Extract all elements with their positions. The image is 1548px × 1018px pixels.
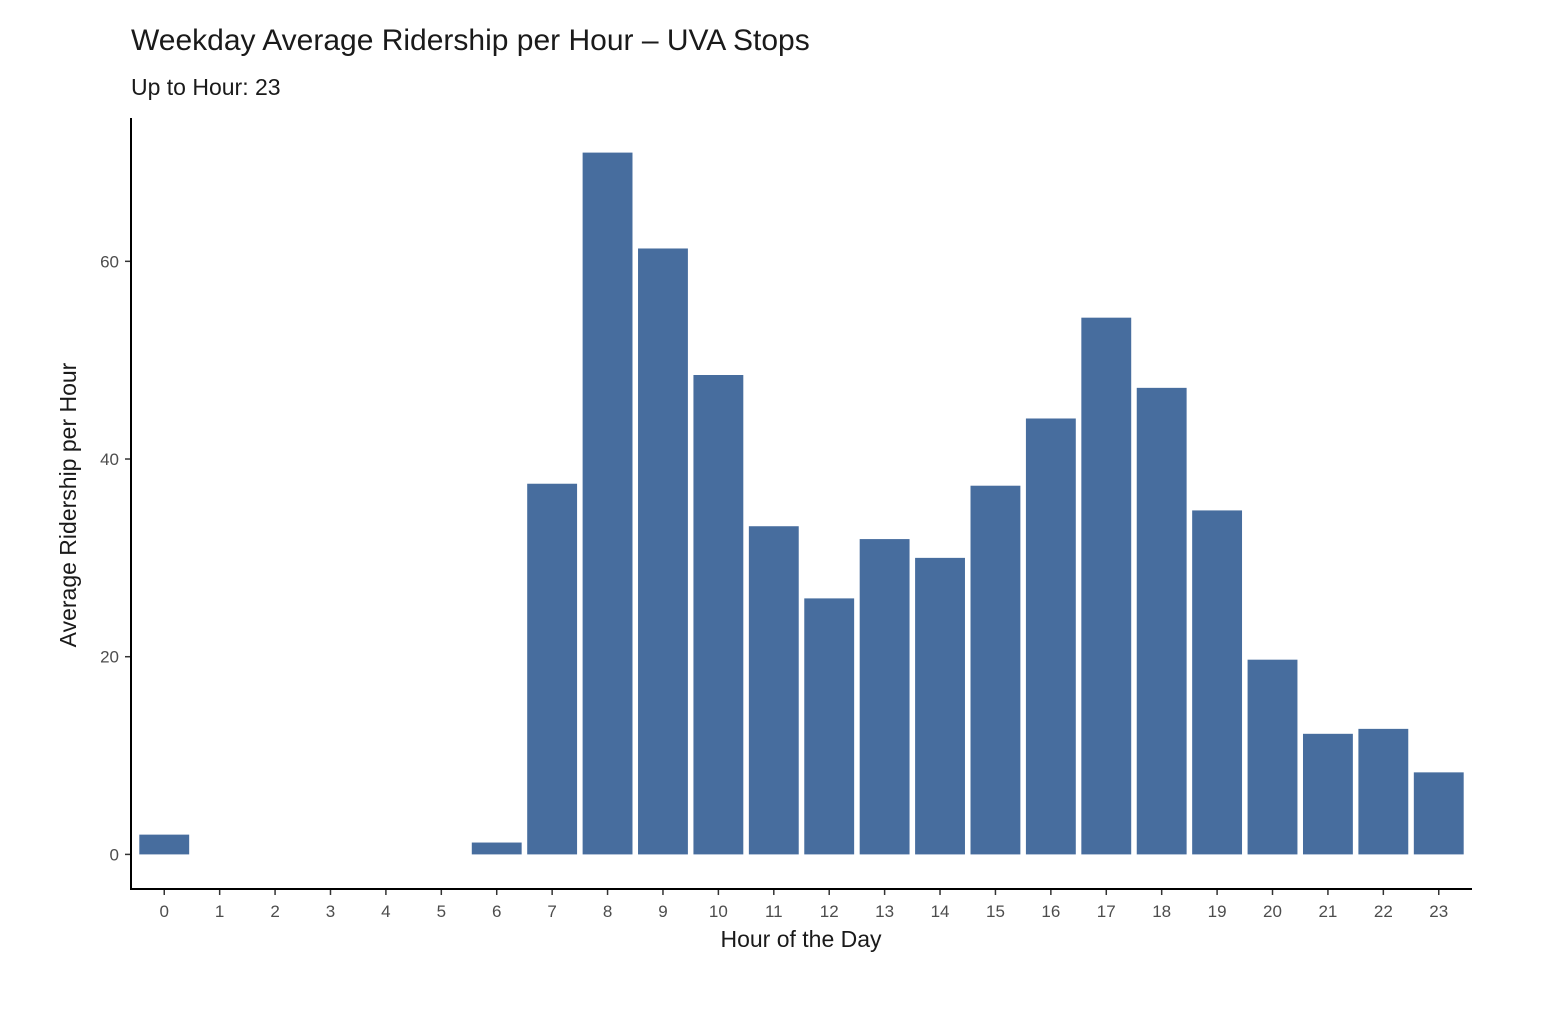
x-tick-label: 6 — [492, 902, 501, 921]
x-tick-label: 19 — [1208, 902, 1227, 921]
x-axis-ticks: 0 1 2 3 4 5 6 7 8 9 10 11 12 13 14 15 16 17 18 19 20 21 22 23 — [160, 889, 1448, 921]
bar-hour-11 — [748, 526, 799, 855]
x-tick-label: 15 — [986, 902, 1005, 921]
bar-hour-14 — [915, 557, 965, 855]
x-tick-label: 17 — [1097, 902, 1116, 921]
x-tick-label: 13 — [875, 902, 894, 921]
y-axis-title: Average Ridership per Hour — [55, 362, 81, 647]
x-tick-label: 0 — [160, 902, 169, 921]
bar-hour-17 — [1081, 317, 1132, 855]
x-tick-label: 14 — [931, 902, 950, 921]
x-tick-label: 9 — [658, 902, 667, 921]
x-tick-label: 8 — [603, 902, 612, 921]
y-tick-label: 40 — [100, 450, 119, 469]
x-tick-label: 10 — [709, 902, 728, 921]
bar-hour-23 — [1413, 772, 1464, 855]
x-tick-label: 5 — [437, 902, 446, 921]
x-tick-label: 1 — [215, 902, 224, 921]
y-tick-label: 0 — [110, 845, 119, 864]
bars-layer — [139, 152, 1464, 855]
bar-hour-13 — [859, 539, 910, 855]
y-tick-label: 20 — [100, 648, 119, 667]
bar-hour-19 — [1192, 510, 1243, 855]
bar-hour-10 — [693, 375, 744, 855]
x-tick-label: 20 — [1263, 902, 1282, 921]
chart-title: Weekday Average Ridership per Hour – UVA… — [131, 24, 810, 57]
bar-hour-16 — [1025, 418, 1076, 855]
x-axis-title: Hour of the Day — [720, 926, 882, 952]
bar-hour-18 — [1136, 387, 1187, 855]
x-tick-label: 22 — [1374, 902, 1393, 921]
x-tick-label: 3 — [326, 902, 335, 921]
bar-hour-7 — [527, 483, 578, 855]
x-tick-label: 7 — [547, 902, 556, 921]
bar-hour-15 — [970, 485, 1021, 855]
bar-hour-9 — [638, 248, 688, 855]
bar-hour-21 — [1302, 733, 1353, 855]
x-tick-label: 4 — [381, 902, 390, 921]
chart-subtitle: Up to Hour: 23 — [131, 74, 281, 100]
bar-hour-6 — [471, 842, 522, 855]
x-tick-label: 16 — [1041, 902, 1060, 921]
y-axis-ticks: 0 20 40 60 — [100, 252, 131, 864]
x-tick-label: 23 — [1429, 902, 1448, 921]
bar-hour-22 — [1358, 728, 1409, 855]
bar-hour-12 — [804, 598, 855, 855]
x-tick-label: 21 — [1318, 902, 1337, 921]
y-tick-label: 60 — [100, 252, 119, 271]
x-tick-label: 18 — [1152, 902, 1171, 921]
x-tick-label: 2 — [270, 902, 279, 921]
x-tick-label: 12 — [820, 902, 839, 921]
bar-hour-0 — [139, 834, 190, 855]
x-tick-label: 11 — [765, 902, 783, 921]
bar-hour-20 — [1247, 659, 1298, 855]
bar-hour-8 — [582, 152, 633, 855]
